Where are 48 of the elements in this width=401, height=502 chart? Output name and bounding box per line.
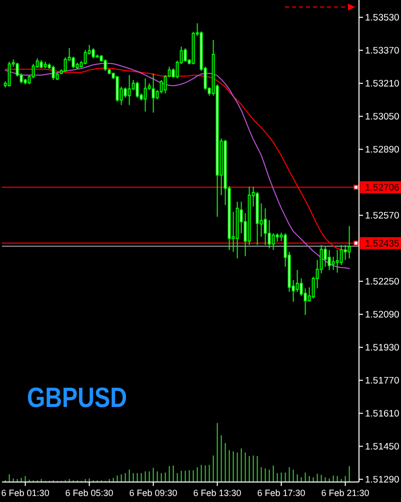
candlestick: [144, 78, 147, 112]
candlestick: [348, 226, 351, 259]
candlestick: [332, 256, 335, 270]
candlestick: [72, 56, 75, 69]
candlestick: [152, 72, 155, 114]
x-tick-label: 6 Feb 09:30: [129, 488, 178, 498]
y-tick-label: 1.51770: [365, 376, 400, 387]
y-tick-label: 1.51290: [365, 474, 400, 486]
candlestick: [8, 61, 11, 88]
y-tick-label: 1.52570: [365, 210, 400, 222]
x-tick-label: 6 Feb 05:30: [65, 488, 114, 498]
candlestick: [84, 49, 87, 65]
x-tick-label: 6 Feb 13:30: [193, 488, 242, 498]
candlestick: [52, 65, 55, 81]
candlestick: [136, 81, 139, 98]
candlestick: [264, 208, 267, 246]
x-tick-label: 6 Feb 01:30: [1, 488, 50, 498]
candlestick: [116, 76, 119, 102]
candlestick: [92, 48, 95, 59]
candlestick: [268, 220, 271, 249]
y-tick-label: 1.52890: [365, 144, 400, 156]
candlestick: [32, 63, 35, 79]
x-tick-label: 6 Feb 17:30: [257, 488, 306, 498]
y-tick-label: 1.53210: [365, 78, 400, 90]
candlestick: [324, 246, 327, 268]
y-tick-label: 1.53050: [365, 112, 400, 123]
x-tick-label: 6 Feb 21:30: [321, 488, 370, 498]
candlestick: [272, 232, 275, 250]
y-tick-label: 1.52250: [365, 276, 400, 288]
candlestick: [296, 269, 299, 292]
text: GBPUSD: [27, 382, 147, 413]
candlestick: [104, 58, 107, 72]
y-tick-label: 1.52090: [365, 310, 400, 321]
y-tick-label: 1.51610: [365, 408, 400, 420]
ref-line-label: 1.52706: [365, 182, 400, 194]
candlestick: [184, 48, 187, 62]
candlestick: [340, 244, 343, 266]
candlestick: [344, 244, 347, 261]
y-tick-label: 1.51450: [365, 442, 400, 453]
ref-line-label: 1.52435: [365, 238, 400, 250]
y-tick-label: 1.51930: [365, 342, 400, 354]
y-tick-label: 1.53530: [365, 12, 400, 24]
candlestick: [128, 74, 131, 106]
candlestick: [336, 249, 339, 274]
y-tick-label: 1.53370: [365, 46, 400, 57]
candlestick: [64, 56, 67, 72]
candlestick: [124, 86, 127, 98]
candlestick: [328, 249, 331, 270]
